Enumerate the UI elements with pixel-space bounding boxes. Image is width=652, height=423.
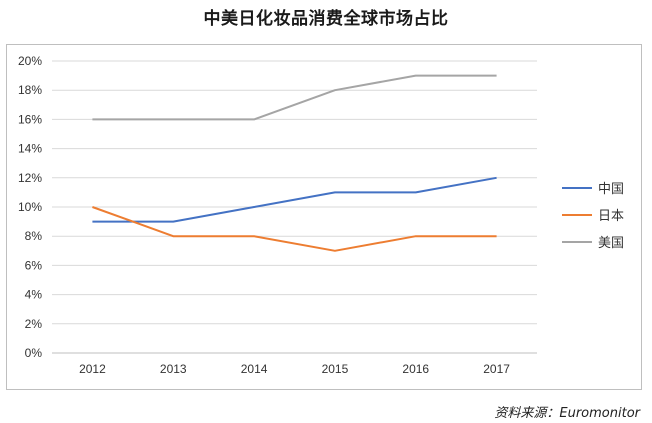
x-axis-ticks: 2012 2013 2014 2015 2016 2017 — [79, 362, 510, 376]
source-note: 资料来源：Euromonitor — [494, 406, 640, 421]
y-tick-label: 18% — [18, 83, 42, 97]
chart-frame — [6, 44, 642, 390]
y-tick-label: 10% — [18, 200, 42, 214]
legend-label: 中国 — [598, 182, 624, 197]
series-line — [92, 176, 497, 223]
y-tick-label: 20% — [18, 54, 42, 68]
series-line — [92, 206, 497, 252]
x-tick-label: 2017 — [483, 362, 510, 376]
series-lines — [92, 74, 497, 252]
chart-title: 中美日化妆品消费全球市场占比 — [203, 9, 449, 29]
y-tick-label: 16% — [18, 112, 42, 126]
x-tick-label: 2014 — [241, 362, 268, 376]
x-tick-label: 2016 — [402, 362, 429, 376]
x-tick-label: 2015 — [322, 362, 349, 376]
x-tick-label: 2013 — [160, 362, 187, 376]
series-line — [92, 74, 497, 121]
y-tick-label: 12% — [18, 171, 42, 185]
x-tick-label: 2012 — [79, 362, 106, 376]
y-tick-label: 14% — [18, 142, 42, 156]
y-tick-label: 4% — [25, 288, 43, 302]
legend-label: 日本 — [598, 209, 624, 224]
y-tick-label: 2% — [25, 317, 43, 331]
y-tick-label: 6% — [25, 258, 43, 272]
y-tick-label: 8% — [25, 229, 43, 243]
y-tick-label: 0% — [25, 346, 43, 360]
legend-label: 美国 — [598, 236, 624, 251]
y-axis-ticks: 0% 2% 4% 6% 8% 10% 12% 14% 16% 18% 20% — [18, 54, 42, 360]
